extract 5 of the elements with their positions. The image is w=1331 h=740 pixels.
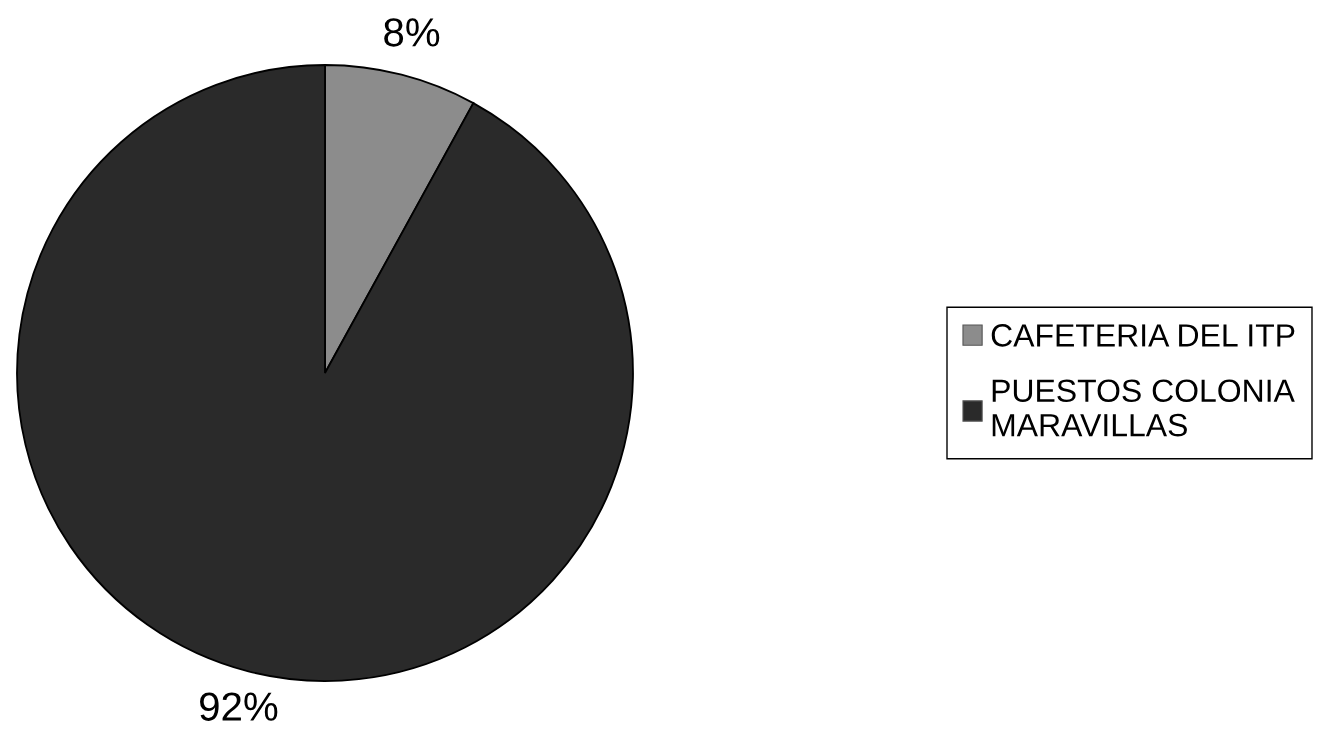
legend-label: PUESTOS COLONIA MARAVILLAS [992,379,1295,437]
legend-label: CAFETERIA DEL ITP [991,324,1295,347]
pie-slice [16,64,634,682]
data-label: 92% [200,692,278,721]
data-label: 8% [384,18,440,47]
